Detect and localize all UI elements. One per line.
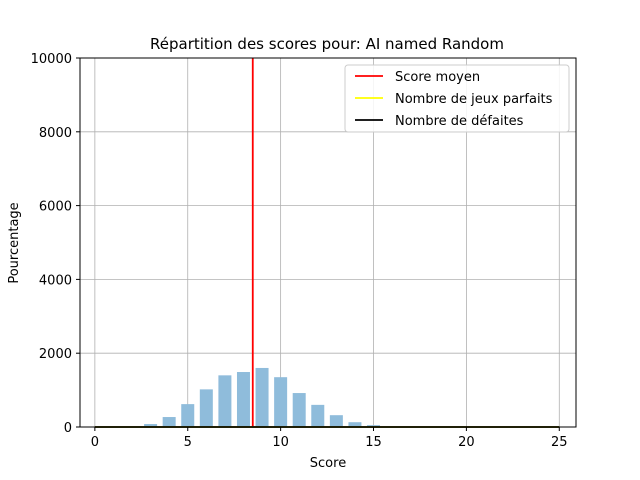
histogram-bar bbox=[348, 422, 362, 427]
histogram-bar bbox=[236, 372, 250, 427]
x-tick-label: 15 bbox=[365, 435, 382, 450]
plot-frame bbox=[79, 57, 577, 428]
legend-entry: Score moyen bbox=[395, 70, 480, 85]
x-tick-label: 25 bbox=[551, 435, 568, 450]
histogram-bar bbox=[311, 404, 325, 427]
histogram-bar bbox=[144, 424, 158, 427]
histogram-bar bbox=[367, 425, 381, 427]
histogram-bar bbox=[181, 404, 195, 427]
y-tick-label: 8000 bbox=[39, 126, 72, 141]
x-tick-label: 10 bbox=[272, 435, 289, 450]
histogram-bar bbox=[218, 375, 232, 427]
y-tick-label: 6000 bbox=[39, 200, 72, 215]
histogram-bar bbox=[274, 377, 288, 427]
histogram-bar bbox=[329, 415, 343, 427]
y-tick-label: 0 bbox=[64, 421, 72, 436]
histogram-bars bbox=[144, 367, 381, 427]
legend-entry: Nombre de défaites bbox=[395, 114, 524, 129]
y-tick-label: 2000 bbox=[39, 347, 72, 362]
legend-entry: Nombre de jeux parfaits bbox=[395, 92, 553, 107]
legend: Score moyen Nombre de jeux parfaits Nombre… bbox=[344, 64, 570, 133]
histogram-bar bbox=[255, 367, 269, 427]
chart-title: Répartition des scores pour: AI named Ra… bbox=[150, 35, 504, 53]
histogram-bar bbox=[199, 389, 213, 427]
y-tick-label: 10000 bbox=[31, 52, 72, 67]
legend-box bbox=[344, 64, 570, 133]
y-axis-ticks: 0 2000 4000 6000 8000 10000 bbox=[31, 52, 80, 436]
x-axis-ticks: 0 5 10 15 20 25 bbox=[91, 427, 568, 450]
y-axis-label: Pourcentage bbox=[7, 202, 22, 283]
x-tick-label: 0 bbox=[91, 435, 99, 450]
histogram-bar bbox=[292, 393, 306, 427]
x-axis-label: Score bbox=[310, 456, 346, 471]
y-tick-label: 4000 bbox=[39, 273, 72, 288]
x-tick-label: 20 bbox=[458, 435, 475, 450]
x-tick-label: 5 bbox=[184, 435, 192, 450]
histogram-bar bbox=[162, 417, 176, 427]
